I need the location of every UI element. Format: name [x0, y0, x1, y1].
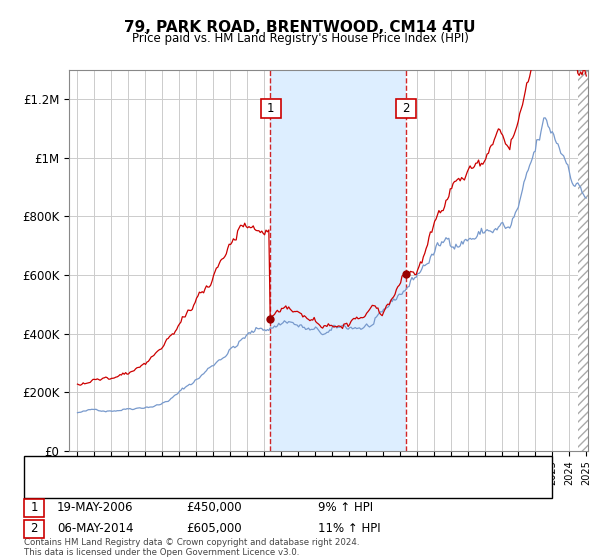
Text: 06-MAY-2014: 06-MAY-2014 [57, 522, 133, 535]
Text: 19-MAY-2006: 19-MAY-2006 [57, 501, 133, 515]
Text: 2: 2 [402, 102, 409, 115]
Text: 9% ↑ HPI: 9% ↑ HPI [318, 501, 373, 515]
Text: ———: ——— [39, 480, 76, 494]
Bar [271, 70, 406, 451]
Text: ———: ——— [39, 460, 76, 473]
Text: 2: 2 [31, 522, 38, 535]
Text: £605,000: £605,000 [186, 522, 242, 535]
Text: Price paid vs. HM Land Registry's House Price Index (HPI): Price paid vs. HM Land Registry's House … [131, 32, 469, 45]
Text: 79, PARK ROAD, BRENTWOOD, CM14 4TU (detached house): 79, PARK ROAD, BRENTWOOD, CM14 4TU (deta… [81, 461, 414, 472]
FancyBboxPatch shape [261, 99, 281, 118]
Text: HPI: Average price, detached house, Brentwood: HPI: Average price, detached house, Bren… [81, 482, 347, 492]
Text: 1: 1 [267, 102, 274, 115]
Text: 11% ↑ HPI: 11% ↑ HPI [318, 522, 380, 535]
Text: 1: 1 [31, 501, 38, 515]
Text: Contains HM Land Registry data © Crown copyright and database right 2024.
This d: Contains HM Land Registry data © Crown c… [24, 538, 359, 557]
Bar [578, 70, 588, 451]
Text: 79, PARK ROAD, BRENTWOOD, CM14 4TU: 79, PARK ROAD, BRENTWOOD, CM14 4TU [124, 20, 476, 35]
FancyBboxPatch shape [397, 99, 416, 118]
Text: £450,000: £450,000 [186, 501, 242, 515]
